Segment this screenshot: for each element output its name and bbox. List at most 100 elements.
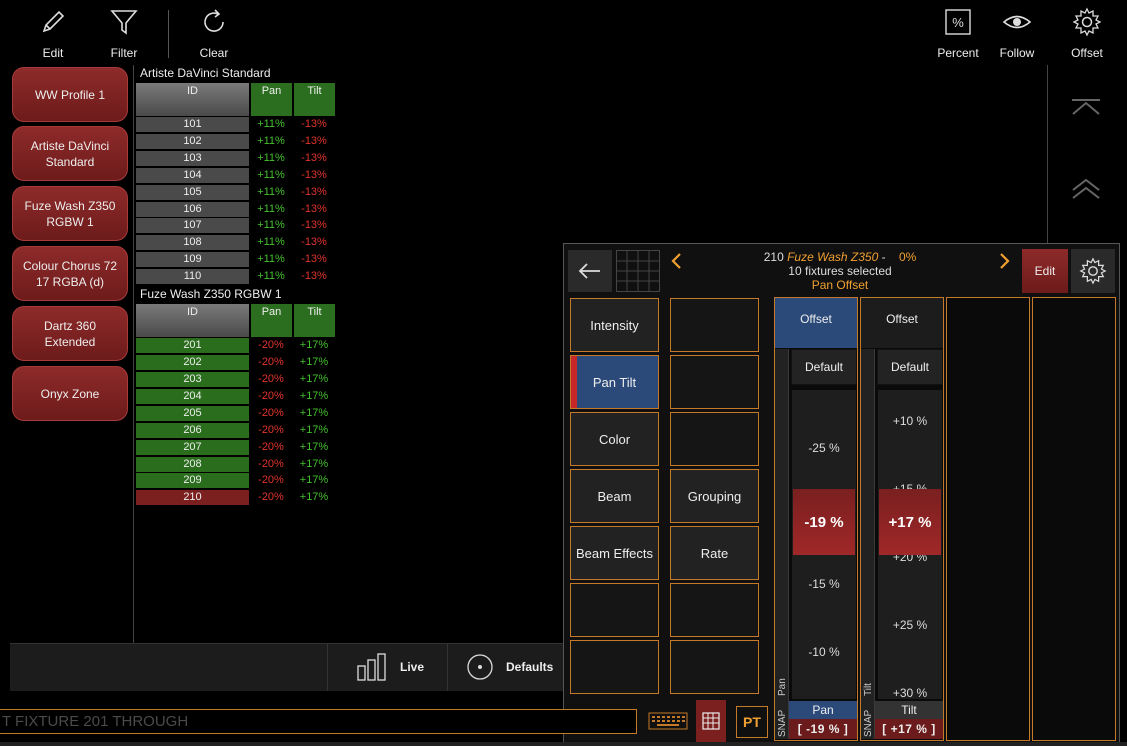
fixture-id: 209	[136, 473, 249, 488]
fixture-level: 0%	[898, 250, 917, 264]
attr-empty[interactable]	[670, 298, 759, 352]
tilt-footer-value: [ +17 % ]	[875, 719, 943, 739]
tilt-footer: Tilt [ +17 % ]	[875, 701, 943, 741]
pt-button[interactable]: PT	[736, 706, 768, 738]
fixture-id: 210	[136, 490, 249, 505]
live-button[interactable]: Live	[327, 643, 447, 691]
attr-grouping[interactable]: Grouping	[670, 469, 759, 523]
tilt-value: +17%	[299, 373, 329, 385]
live-label: Live	[400, 660, 425, 674]
pan-axis-label: Pan	[777, 678, 788, 696]
tilt-value: -13%	[301, 118, 327, 130]
pan-value: -20%	[258, 458, 284, 470]
pan-value: -20%	[258, 356, 284, 368]
follow-label: Follow	[999, 46, 1035, 60]
grid-view-button[interactable]	[696, 700, 726, 742]
offset-label: Offset	[1071, 46, 1103, 60]
fixture-type-onyx-zone[interactable]: Onyx Zone	[12, 366, 128, 421]
tilt-value: +17%	[299, 356, 329, 368]
keyboard-icon[interactable]	[648, 711, 688, 731]
pan-value: +11%	[257, 135, 285, 147]
attr-empty[interactable]	[670, 583, 759, 637]
filter-button[interactable]: Filter	[94, 6, 154, 62]
fixture-type-dartz[interactable]: Dartz 360 Extended	[12, 306, 128, 361]
fixture-info: 210 Fuze Wash Z350 - 0% 10 fixtures sele…	[690, 250, 990, 292]
table-icon	[702, 712, 720, 730]
panel-settings-button[interactable]	[1071, 249, 1115, 293]
tilt-tick: +10 %	[892, 414, 928, 428]
attr-beam[interactable]: Beam	[570, 469, 659, 523]
pan-value: +11%	[257, 270, 285, 282]
pan-offset-header[interactable]: Offset	[775, 298, 857, 348]
filter-label: Filter	[110, 46, 138, 60]
pan-footer-name: Pan	[789, 701, 857, 719]
pan-value: -20%	[258, 373, 284, 385]
fixture-type-colour-chorus[interactable]: Colour Chorus 72 17 RGBA (d)	[12, 246, 128, 301]
tilt-axis-label: Tilt	[863, 683, 874, 696]
pan-value: -20%	[258, 441, 284, 453]
pan-value: -20%	[258, 407, 284, 419]
pan-current-value[interactable]: -19 %	[793, 489, 855, 555]
tilt-offset-header[interactable]: Offset	[861, 298, 943, 348]
attr-empty[interactable]	[670, 355, 759, 409]
command-line-input[interactable]: T FIXTURE 201 THROUGH	[0, 709, 637, 734]
pencil-icon	[42, 10, 65, 33]
empty-column[interactable]	[1032, 297, 1116, 741]
pan-snap-strip[interactable]	[775, 349, 789, 739]
bar-chart-icon	[357, 653, 386, 681]
attr-intensity[interactable]: Intensity	[570, 298, 659, 352]
tilt-default-button[interactable]: Default	[877, 349, 943, 385]
pan-footer: Pan [ -19 % ]	[789, 701, 857, 741]
attr-rate[interactable]: Rate	[670, 526, 759, 580]
panel-edit-button[interactable]: Edit	[1022, 249, 1068, 293]
tilt-tick: +25 %	[892, 618, 928, 632]
tilt-current-value[interactable]: +17 %	[879, 489, 941, 555]
fixture-type-fuze-wash[interactable]: Fuze Wash Z350 RGBW 1	[12, 186, 128, 241]
defaults-button[interactable]: Defaults	[447, 643, 563, 691]
tilt-value: -13%	[301, 152, 327, 164]
fixture-id: 208	[136, 457, 249, 472]
refresh-icon	[204, 9, 224, 32]
defaults-label: Defaults	[506, 660, 554, 674]
tilt-value: -13%	[301, 186, 327, 198]
tilt-value: -13%	[301, 135, 327, 147]
clear-button[interactable]: Clear	[184, 6, 244, 62]
chevron-right-icon[interactable]	[996, 252, 1012, 270]
tilt-value: +17%	[299, 441, 329, 453]
pan-value: -20%	[258, 491, 284, 503]
column-header-pan: Pan	[251, 304, 292, 337]
group-title: Fuze Wash Z350 RGBW 1	[140, 287, 282, 301]
position-grid-button[interactable]	[616, 250, 660, 292]
attr-beam-effects[interactable]: Beam Effects	[570, 526, 659, 580]
percent-button[interactable]: % Percent	[928, 6, 988, 62]
attr-pan-tilt[interactable]: Pan Tilt	[570, 355, 659, 409]
fixture-type-ww-profile[interactable]: WW Profile 1	[12, 67, 128, 122]
fixture-number: 210	[763, 250, 784, 264]
pan-value: +11%	[257, 169, 285, 181]
attr-empty[interactable]	[570, 583, 659, 637]
tilt-value: -13%	[301, 270, 327, 282]
empty-column[interactable]	[946, 297, 1030, 741]
pan-value: +11%	[257, 152, 285, 164]
edit-button[interactable]: Edit	[23, 6, 83, 62]
attr-color[interactable]: Color	[570, 412, 659, 466]
fixture-type-artiste-davinci[interactable]: Artiste DaVinci Standard	[12, 126, 128, 181]
tilt-value: +17%	[299, 491, 329, 503]
attr-empty[interactable]	[670, 412, 759, 466]
chevron-left-icon[interactable]	[669, 252, 685, 270]
attr-empty[interactable]	[670, 640, 759, 694]
back-button[interactable]	[568, 250, 612, 292]
follow-button[interactable]: Follow	[987, 6, 1047, 62]
clear-label: Clear	[199, 46, 229, 60]
tilt-value: -13%	[301, 219, 327, 231]
gear-icon	[1072, 7, 1102, 37]
scroll-top-icon[interactable]	[1070, 96, 1102, 124]
pan-footer-value: [ -19 % ]	[789, 719, 857, 739]
tilt-snap-strip[interactable]	[861, 349, 875, 739]
scroll-up-icon[interactable]	[1070, 176, 1102, 204]
pan-value: +11%	[257, 219, 285, 231]
pan-value: -20%	[258, 390, 284, 402]
attr-empty[interactable]	[570, 640, 659, 694]
pan-default-button[interactable]: Default	[791, 349, 857, 385]
offset-button[interactable]: Offset	[1057, 6, 1117, 62]
